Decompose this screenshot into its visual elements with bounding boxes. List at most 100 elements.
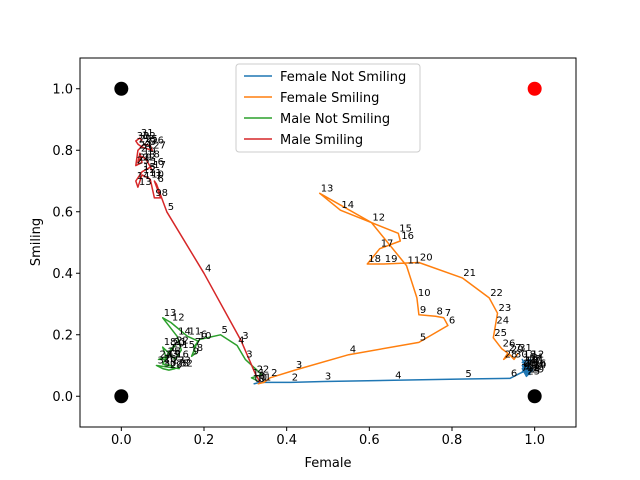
point-label: 16 — [401, 231, 414, 242]
point-label: 28 — [505, 349, 518, 360]
point-label: 17 — [153, 160, 166, 171]
point-label: 9 — [155, 188, 161, 199]
point-label: 24 — [496, 316, 509, 327]
point-label: 6 — [201, 329, 207, 340]
series-layer — [135, 137, 534, 385]
point-label: 32 — [143, 131, 156, 142]
point-label: 4 — [205, 263, 211, 274]
point-label: 11 — [189, 326, 202, 337]
point-label: 0 — [255, 374, 261, 385]
point-label: 21 — [532, 352, 545, 363]
point-label: 9 — [420, 305, 426, 316]
point-label: 11 — [523, 352, 536, 363]
point-label: 32 — [180, 359, 193, 370]
y-axis-label: Smiling — [29, 218, 44, 266]
point-label: 24 — [160, 349, 173, 360]
point-label: 13 — [164, 308, 177, 319]
point-label: 19 — [168, 349, 181, 360]
point-label: 3 — [242, 331, 248, 342]
point-label: 22 — [490, 288, 503, 299]
point-labels-layer: 0 1 2 3 4 5 6 7 89101112131415161718192021222324… — [137, 128, 547, 385]
point-label: 2 — [263, 365, 269, 376]
point-label: 15 — [182, 340, 195, 351]
point-label: 19 — [143, 146, 156, 157]
point-label: 26 — [151, 136, 164, 147]
point-label: 20 — [525, 359, 538, 370]
point-label: 8 — [437, 306, 443, 317]
point-label: 30 — [137, 131, 150, 142]
point-label: 15 — [143, 162, 156, 173]
point-label: 12 — [372, 213, 385, 224]
x-tick-label: 0.2 — [194, 433, 215, 448]
point-label: 30 — [164, 359, 177, 370]
point-label: 28 — [143, 137, 156, 148]
x-tick-label: 0.4 — [276, 433, 297, 448]
point-label: 10 — [418, 288, 431, 299]
point-label: 0 — [259, 374, 265, 385]
x-tick-label: 0.6 — [359, 433, 380, 448]
y-tick-label: 1.0 — [52, 82, 73, 97]
plot-frame — [79, 57, 577, 428]
point-label: 0 — [261, 372, 267, 383]
point-label: 28 — [525, 362, 538, 373]
point-label: 25 — [168, 346, 181, 357]
point-label: 10 — [151, 170, 164, 181]
point-label: 10 — [530, 356, 543, 367]
point-label: 6 — [511, 368, 517, 379]
point-label: 6 — [158, 174, 164, 185]
point-label: 19 — [530, 362, 543, 373]
point-label: 5 — [420, 332, 426, 343]
point-label: 16 — [151, 157, 164, 168]
point-label: 33 — [178, 356, 191, 367]
y-tick-label: 0.8 — [52, 144, 73, 159]
point-label: 19 — [385, 254, 398, 265]
point-label: 29 — [532, 365, 545, 376]
point-label: 8 — [532, 359, 538, 370]
point-label: 20 — [172, 339, 185, 350]
legend-entry: Male Not Smiling — [280, 112, 390, 127]
point-label: 25 — [527, 366, 540, 377]
point-label: 20 — [139, 153, 152, 164]
point-label: 12 — [172, 313, 185, 324]
point-label: 1 — [253, 368, 259, 379]
point-label: 20 — [420, 253, 433, 264]
legend-entry: Female Smiling — [280, 91, 379, 106]
point-label: 2 — [257, 365, 263, 376]
point-label: 18 — [147, 150, 160, 161]
point-label: 25 — [145, 134, 158, 145]
point-label: 26 — [503, 339, 516, 350]
point-label: 21 — [174, 337, 187, 348]
point-label: 8 — [162, 188, 168, 199]
point-label: 26 — [164, 354, 177, 365]
point-label: 18 — [368, 254, 381, 265]
point-label: 29 — [139, 134, 152, 145]
point-label: 13 — [525, 356, 538, 367]
point-label: 27 — [172, 356, 185, 367]
point-label: 9 — [523, 362, 529, 373]
point-label: 15 — [527, 365, 540, 376]
point-label: 22 — [176, 336, 189, 347]
point-label: 22 — [143, 153, 156, 164]
point-label: 2 — [292, 372, 298, 383]
corner-marker — [527, 81, 542, 96]
point-label: 14 — [137, 171, 150, 182]
corner-markers-layer — [114, 81, 542, 404]
point-label: 14 — [532, 360, 545, 371]
y-tick-label: 0.0 — [52, 390, 73, 405]
corner-marker — [114, 389, 129, 404]
point-label: 1 — [265, 372, 271, 383]
x-tick-label: 1.0 — [524, 433, 545, 448]
point-label: 10 — [199, 331, 212, 342]
point-label: 14 — [341, 200, 354, 211]
point-label: 31 — [519, 343, 532, 354]
point-label: 4 — [395, 370, 401, 381]
point-label: 23 — [523, 356, 536, 367]
point-label: 18 — [523, 349, 536, 360]
point-label: 4 — [238, 336, 244, 347]
point-label: 31 — [141, 128, 154, 139]
point-label: 29 — [511, 345, 524, 356]
point-label: 7 — [445, 308, 451, 319]
legend-box — [235, 63, 421, 153]
corner-marker — [527, 389, 542, 404]
